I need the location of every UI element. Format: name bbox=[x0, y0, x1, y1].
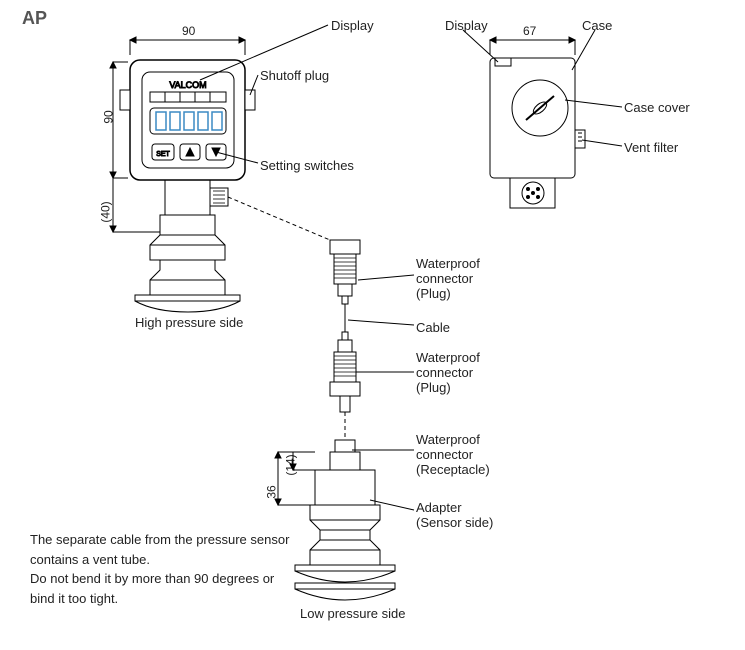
svg-text:SET: SET bbox=[156, 151, 170, 158]
technical-diagram: VALCOM SET bbox=[0, 0, 745, 650]
svg-text:VALCOM: VALCOM bbox=[169, 80, 206, 90]
